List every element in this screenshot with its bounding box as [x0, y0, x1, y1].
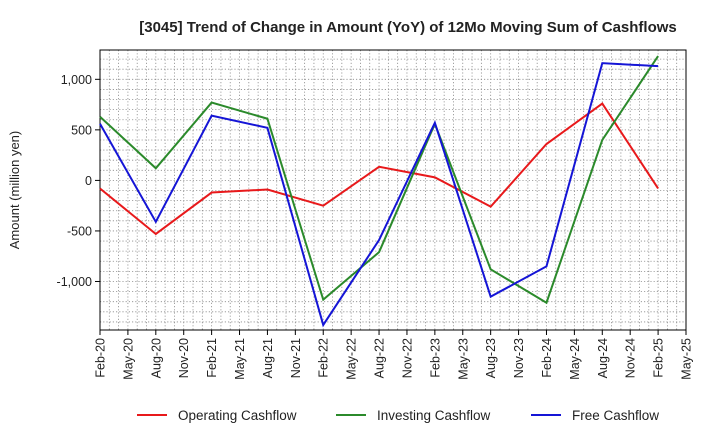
x-tick-label: May-21	[233, 338, 247, 380]
legend: Operating Cashflow Investing Cashflow Free…	[137, 408, 659, 423]
x-tick-label: Aug-21	[261, 338, 275, 378]
x-tick-label: Nov-22	[400, 338, 414, 378]
x-tick-label: May-23	[456, 338, 470, 380]
legend-label: Operating Cashflow	[178, 408, 297, 423]
x-tick-label: May-24	[568, 338, 582, 380]
x-tick-label: May-20	[121, 338, 135, 380]
x-tick-label: Feb-21	[205, 338, 219, 378]
x-tick-label: Feb-24	[540, 338, 554, 378]
x-tick-label: Aug-24	[596, 338, 610, 378]
x-axis: Feb-20 May-20 Aug-20 Nov-20 Feb-21 May-21 Aug-…	[94, 330, 694, 380]
x-tick-label: Nov-24	[624, 338, 638, 378]
x-tick-label: Feb-20	[94, 338, 108, 378]
series	[99, 55, 659, 328]
y-tick-label: 0	[85, 174, 92, 188]
y-tick-label: 1,000	[61, 73, 92, 87]
grid	[99, 50, 687, 330]
plot-frame	[99, 49, 687, 331]
x-tick-label: Aug-20	[149, 338, 163, 378]
x-tick-label: Nov-23	[512, 338, 526, 378]
x-tick-label: Aug-22	[373, 338, 387, 378]
x-tick-label: Nov-20	[177, 338, 191, 378]
series-line-operating-cashflow	[99, 102, 659, 236]
series-line-free-cashflow	[99, 62, 659, 328]
x-tick-label: May-22	[345, 338, 359, 380]
series-line-investing-cashflow	[99, 55, 659, 305]
legend-label: Investing Cashflow	[377, 408, 491, 423]
legend-label: Free Cashflow	[572, 408, 659, 423]
x-tick-label: Feb-25	[652, 338, 666, 378]
y-tick-label: 500	[71, 123, 92, 137]
x-tick-label: Feb-23	[428, 338, 442, 378]
x-tick-label: Aug-23	[484, 338, 498, 378]
y-axis-label: Amount (million yen)	[7, 131, 22, 250]
y-axis: 1,000 500 0 -500 -1,000	[57, 73, 100, 289]
x-tick-label: Nov-21	[289, 338, 303, 378]
chart-title: [3045] Trend of Change in Amount (YoY) o…	[139, 19, 677, 36]
x-tick-label: Feb-22	[317, 338, 331, 378]
x-tick-label: May-25	[680, 338, 694, 380]
y-tick-label: -1,000	[57, 275, 92, 289]
y-tick-label: -500	[67, 224, 92, 238]
